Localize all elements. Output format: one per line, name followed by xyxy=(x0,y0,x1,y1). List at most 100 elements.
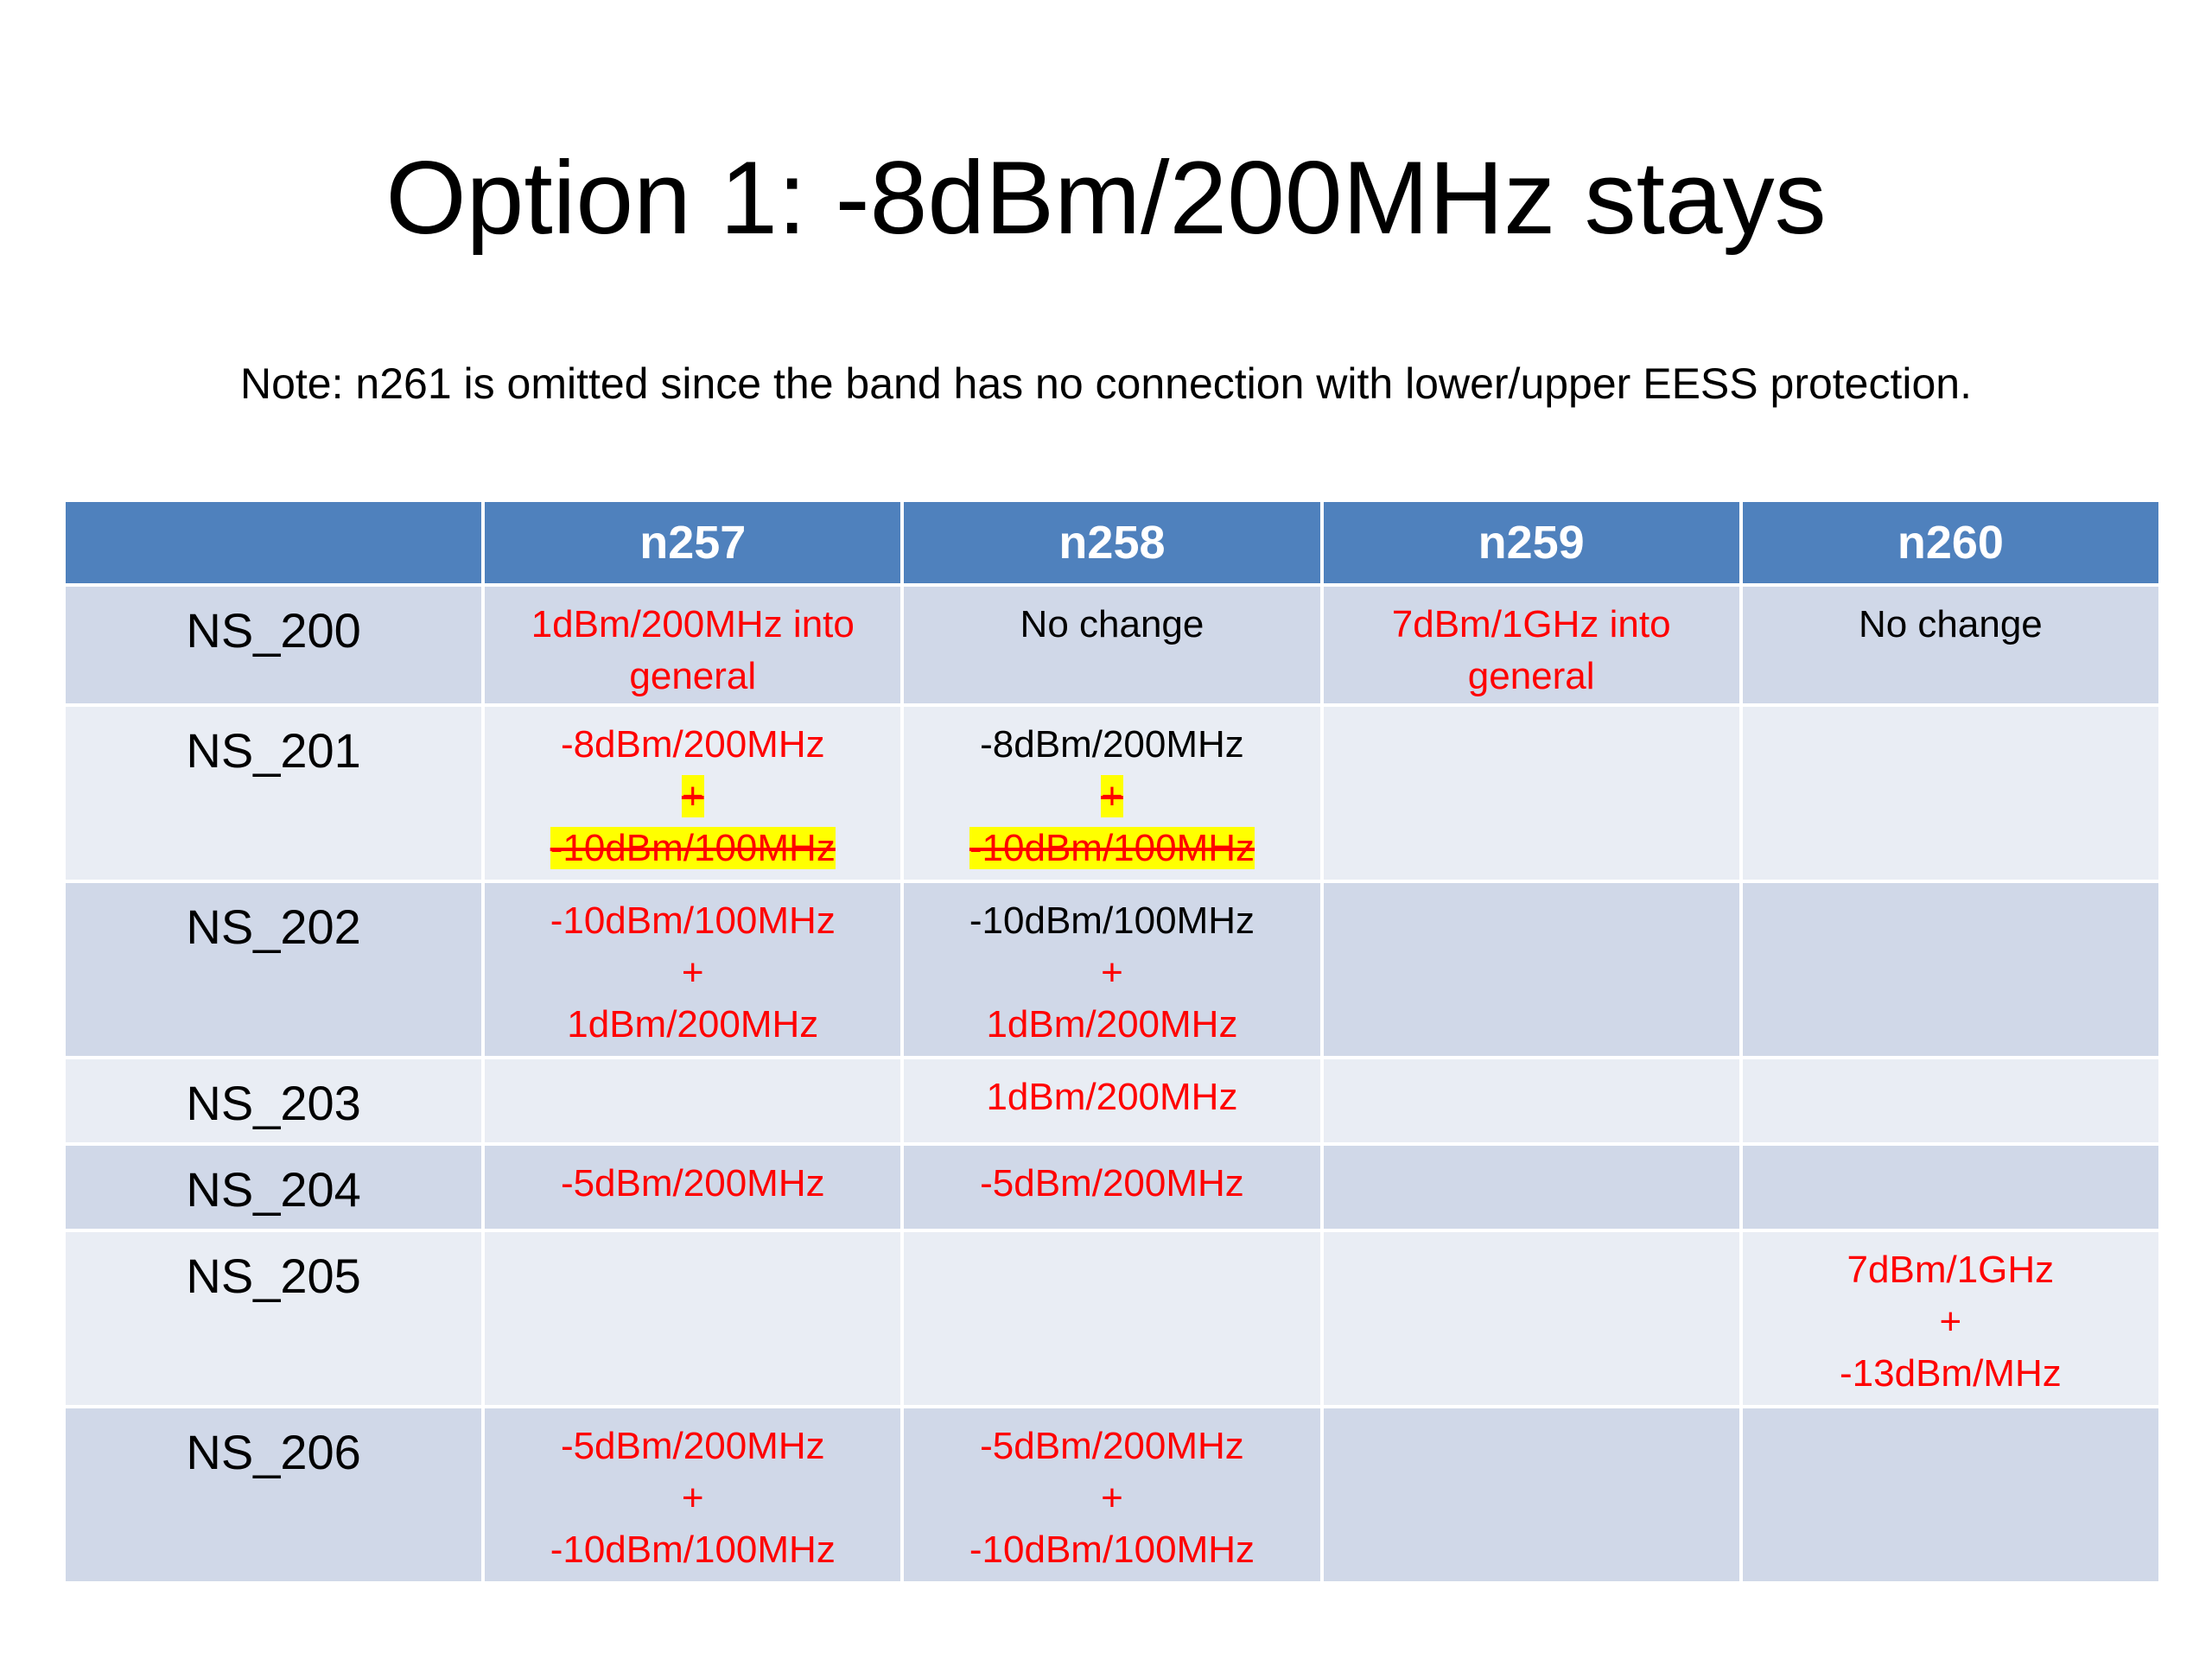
table-cell: -5dBm/200MHz xyxy=(904,1146,1320,1229)
table-cell xyxy=(1323,707,1739,880)
cell-text: + xyxy=(1101,1477,1123,1519)
table-cell: -8dBm/200MHz + -10dBm/100MHz xyxy=(485,707,901,880)
cell-line: 1dBm/200MHz xyxy=(486,999,899,1051)
cell-line: -10dBm/100MHz xyxy=(486,823,899,874)
table-cell xyxy=(1742,1059,2158,1142)
table-cell xyxy=(1742,1146,2158,1229)
table-cell xyxy=(1742,883,2158,1056)
cell-text: -10dBm/100MHz xyxy=(550,827,836,869)
cell-text: + xyxy=(681,1477,704,1519)
table-cell: -5dBm/200MHz + -10dBm/100MHz xyxy=(485,1408,901,1581)
cell-line: -5dBm/200MHz xyxy=(486,1158,899,1210)
cell-text: + xyxy=(681,951,704,994)
column-header: n259 xyxy=(1323,502,1739,583)
cell-line: -10dBm/100MHz xyxy=(486,1524,899,1576)
cell-text: No change xyxy=(1858,603,2043,645)
corner-cell xyxy=(66,502,482,583)
row-label: NS_202 xyxy=(66,883,482,1056)
cell-text: -10dBm/100MHz xyxy=(550,1529,836,1571)
table-cell xyxy=(1742,1408,2158,1581)
table-cell xyxy=(1323,1408,1739,1581)
slide-title: Option 1: -8dBm/200MHz stays xyxy=(385,140,1827,256)
cell-line: 7dBm/1GHz into xyxy=(1325,599,1738,651)
table-cell: 7dBm/1GHz + -13dBm/MHz xyxy=(1742,1232,2158,1405)
table-cell: No change xyxy=(904,587,1320,703)
cell-text: -10dBm/100MHz xyxy=(969,899,1255,942)
row-label: NS_205 xyxy=(66,1232,482,1405)
cell-line: -13dBm/MHz xyxy=(1744,1348,2158,1400)
table-cell: 1dBm/200MHz into general xyxy=(485,587,901,703)
cell-text: general xyxy=(1467,655,1595,697)
column-header: n258 xyxy=(904,502,1320,583)
table-cell: No change xyxy=(1742,587,2158,703)
cell-text: No change xyxy=(1020,603,1205,645)
table-cell: -5dBm/200MHz xyxy=(485,1146,901,1229)
table-cell: 1dBm/200MHz xyxy=(904,1059,1320,1142)
cell-line: -8dBm/200MHz xyxy=(905,719,1319,771)
cell-line: general xyxy=(486,651,899,702)
cell-text: -5dBm/200MHz xyxy=(560,1162,825,1205)
cell-text: -10dBm/100MHz xyxy=(969,1529,1255,1571)
cell-line: -10dBm/100MHz xyxy=(905,895,1319,947)
cell-line: + xyxy=(905,947,1319,999)
table-row: NS_200 1dBm/200MHz into general No change 7d… xyxy=(66,587,2158,703)
cell-text: 1dBm/200MHz xyxy=(986,1003,1238,1046)
table-cell xyxy=(485,1232,901,1405)
cell-text: + xyxy=(1101,951,1123,994)
table-cell: 7dBm/1GHz into general xyxy=(1323,587,1739,703)
table-row: NS_201 -8dBm/200MHz + -10dBm/100MHz -8dBm/20… xyxy=(66,707,2158,880)
table-cell xyxy=(485,1059,901,1142)
cell-line: No change xyxy=(1744,599,2158,651)
column-header: n257 xyxy=(485,502,901,583)
cell-text: -10dBm/100MHz xyxy=(550,899,836,942)
table-cell xyxy=(1742,707,2158,880)
row-label: NS_200 xyxy=(66,587,482,703)
cell-text: + xyxy=(1939,1300,1962,1343)
table-cell xyxy=(1323,883,1739,1056)
table: n257 n258 n259 n260 NS_200 1dBm/200MHz into g… xyxy=(62,499,2162,1585)
table-cell: -10dBm/100MHz +1dBm/200MHz xyxy=(904,883,1320,1056)
table-row: NS_206 -5dBm/200MHz + -10dBm/100MHz -5dBm/20… xyxy=(66,1408,2158,1581)
cell-text: 7dBm/1GHz into xyxy=(1391,603,1671,645)
row-label: NS_206 xyxy=(66,1408,482,1581)
cell-line: -8dBm/200MHz xyxy=(486,719,899,771)
table-cell xyxy=(1323,1146,1739,1229)
cell-text: 1dBm/200MHz xyxy=(567,1003,819,1046)
cell-text: + xyxy=(681,775,704,817)
cell-line: 1dBm/200MHz into xyxy=(486,599,899,651)
table-cell xyxy=(1323,1059,1739,1142)
cell-line: -5dBm/200MHz xyxy=(486,1421,899,1472)
cell-text: 1dBm/200MHz xyxy=(986,1076,1238,1118)
cell-line: -10dBm/100MHz xyxy=(905,1524,1319,1576)
cell-line: + xyxy=(905,1472,1319,1524)
cell-text: 7dBm/1GHz xyxy=(1847,1249,2055,1291)
cell-line: + xyxy=(1744,1296,2158,1348)
table-cell: -8dBm/200MHz + -10dBm/100MHz xyxy=(904,707,1320,880)
cell-line: general xyxy=(1325,651,1738,702)
cell-line: 1dBm/200MHz xyxy=(905,999,1319,1051)
cell-text: -13dBm/MHz xyxy=(1840,1352,2062,1395)
table-cell xyxy=(904,1232,1320,1405)
cell-line: 7dBm/1GHz xyxy=(1744,1244,2158,1296)
cell-line: + xyxy=(486,947,899,999)
table-cell: -10dBm/100MHz +1dBm/200MHz xyxy=(485,883,901,1056)
cell-line: -5dBm/200MHz xyxy=(905,1421,1319,1472)
cell-line: + xyxy=(905,771,1319,823)
cell-line: 1dBm/200MHz xyxy=(905,1071,1319,1123)
cell-line: No change xyxy=(905,599,1319,651)
cell-text: 1dBm/200MHz into xyxy=(531,603,855,645)
cell-text: -8dBm/200MHz xyxy=(560,723,825,766)
cell-line: -10dBm/100MHz xyxy=(486,895,899,947)
table-row: NS_202 -10dBm/100MHz +1dBm/200MHz -10dBm/10… xyxy=(66,883,2158,1056)
cell-text: general xyxy=(629,655,757,697)
cell-text: + xyxy=(1101,775,1123,817)
table-cell xyxy=(1323,1232,1739,1405)
row-label: NS_204 xyxy=(66,1146,482,1229)
cell-line: + xyxy=(486,1472,899,1524)
table-row: NS_204 -5dBm/200MHz -5dBm/200MHz xyxy=(66,1146,2158,1229)
cell-line: -5dBm/200MHz xyxy=(905,1158,1319,1210)
header-row: n257 n258 n259 n260 xyxy=(66,502,2158,583)
note: Note: n261 is omitted since the band has… xyxy=(240,359,1972,408)
row-label: NS_203 xyxy=(66,1059,482,1142)
cell-text: -8dBm/200MHz xyxy=(980,723,1244,766)
